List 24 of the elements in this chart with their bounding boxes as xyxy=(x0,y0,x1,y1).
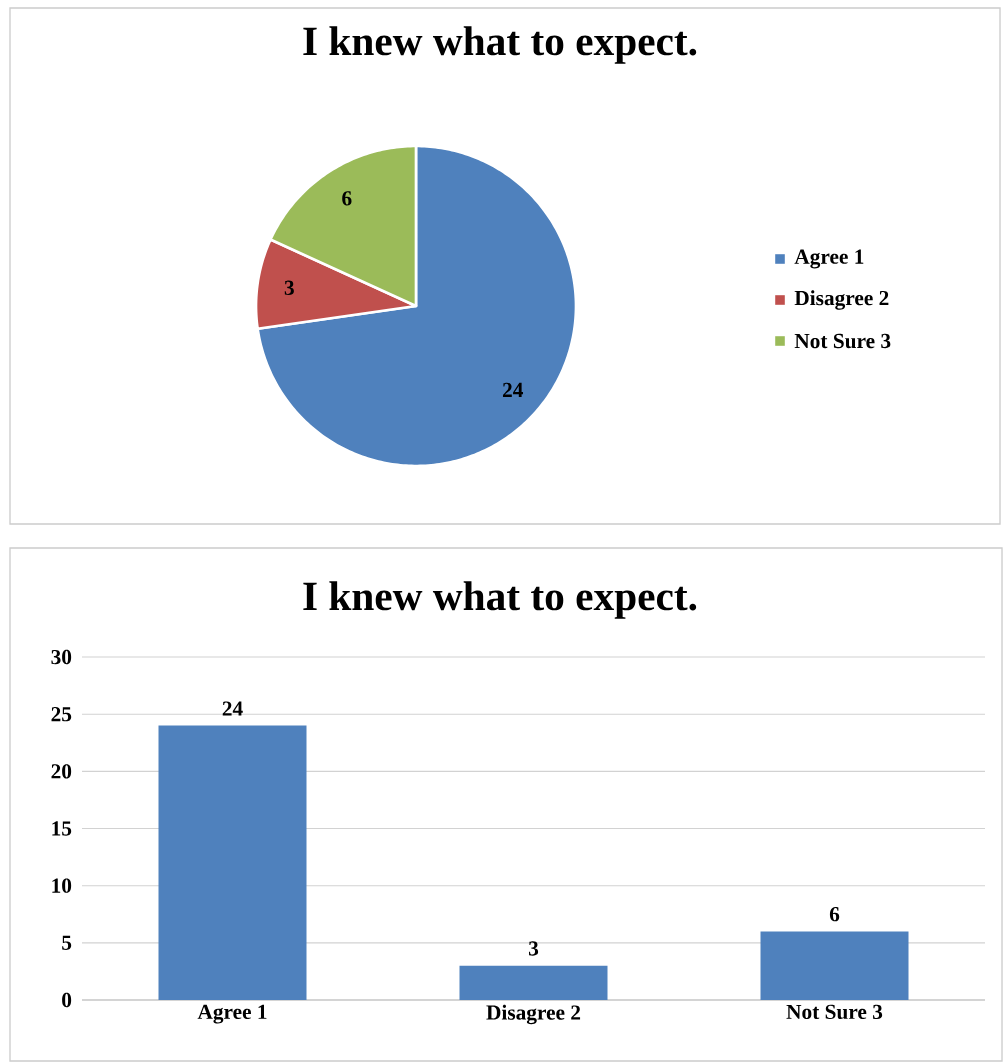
y-tick-label: 10 xyxy=(52,878,72,893)
data-label: 24 xyxy=(222,701,243,716)
data-label: 6 xyxy=(342,191,352,206)
legend-label: Agree 1 xyxy=(794,249,864,269)
data-label: 3 xyxy=(528,941,539,956)
legend-label: Disagree 2 xyxy=(794,290,889,310)
bar xyxy=(459,965,608,1001)
data-label: 24 xyxy=(502,382,524,397)
x-tick-label: Agree 1 xyxy=(197,1004,267,1024)
x-tick-label: Not Sure 3 xyxy=(786,1004,883,1020)
y-tick-label: 30 xyxy=(51,649,72,665)
data-label: 6 xyxy=(829,907,840,922)
y-tick-label: 0 xyxy=(62,992,72,1008)
y-tick-label: 20 xyxy=(51,764,72,779)
y-tick-label: 5 xyxy=(62,935,72,950)
y-tick-label: 15 xyxy=(52,821,72,836)
data-label: 3 xyxy=(284,280,294,295)
chart-title: I knew what to expect. xyxy=(303,581,697,619)
bar xyxy=(158,725,307,1001)
bar xyxy=(760,931,909,1001)
legend-label: Not Sure 3 xyxy=(794,333,891,349)
y-tick-label: 25 xyxy=(51,707,72,722)
x-tick-label: Disagree 2 xyxy=(486,1004,581,1025)
chart-title: I knew what to expect. xyxy=(303,26,697,64)
